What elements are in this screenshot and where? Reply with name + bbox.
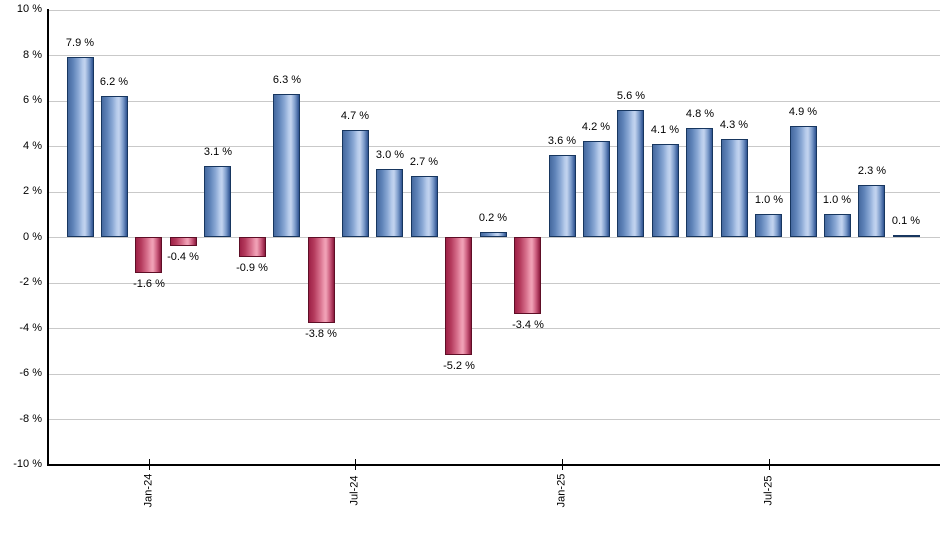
bar-value-label: 4.8 % xyxy=(685,108,715,120)
bar-Aug-24[interactable] xyxy=(376,169,403,237)
gridline-6 xyxy=(49,101,940,102)
bar-Feb-25[interactable] xyxy=(583,141,610,237)
bar-value-label: -0.4 % xyxy=(167,251,199,263)
x-tick-label-Jan-25: Jan-25 xyxy=(555,473,568,508)
x-tick-Jul-24 xyxy=(355,459,356,470)
x-tick-Jan-25 xyxy=(562,459,563,470)
gridline--6 xyxy=(49,374,940,375)
bar-value-label: 3.0 % xyxy=(375,149,405,161)
bar-value-label: -1.6 % xyxy=(133,278,165,290)
y-tick-label: -8 % xyxy=(19,413,42,425)
bar-value-label: 4.1 % xyxy=(650,124,680,136)
bar-value-label: -3.8 % xyxy=(305,328,337,340)
bar-value-label: 5.6 % xyxy=(616,90,646,102)
bar-Apr-24[interactable] xyxy=(239,237,266,257)
bar-Sep-25[interactable] xyxy=(824,214,851,237)
bar-Oct-25[interactable] xyxy=(858,185,885,237)
gridline-2 xyxy=(49,192,940,193)
y-tick-label: 10 % xyxy=(16,3,42,15)
bar-Jul-24[interactable] xyxy=(342,130,369,237)
bar-value-label: 2.7 % xyxy=(409,156,439,168)
bar-value-label: 0.1 % xyxy=(891,215,921,227)
bar-value-label: 6.2 % xyxy=(99,76,129,88)
bar-value-label: 1.0 % xyxy=(754,194,784,206)
bar-Jun-25[interactable] xyxy=(721,139,748,237)
y-tick-label: 2 % xyxy=(23,185,42,197)
bar-value-label: -0.9 % xyxy=(236,262,268,274)
bar-value-label: 3.1 % xyxy=(203,146,233,158)
gridline--2 xyxy=(49,283,940,284)
bar-value-label: 4.3 % xyxy=(719,119,749,131)
x-tick-Jul-25 xyxy=(769,459,770,470)
gridline-10 xyxy=(49,10,940,11)
y-tick-label: -10 % xyxy=(13,458,42,470)
x-tick-Jan-24 xyxy=(149,459,150,470)
x-tick-label-Jan-24: Jan-24 xyxy=(142,473,155,508)
bar-May-25[interactable] xyxy=(686,128,713,237)
bar-value-label: -5.2 % xyxy=(443,360,475,372)
bar-Jun-24[interactable] xyxy=(308,237,335,323)
bar-value-label: 7.9 % xyxy=(65,37,95,49)
bar-value-label: 6.3 % xyxy=(272,74,302,86)
bar-Dec-24[interactable] xyxy=(514,237,541,314)
bar-Mar-24[interactable] xyxy=(204,166,231,237)
gridline-0 xyxy=(49,237,940,238)
bar-Mar-25[interactable] xyxy=(617,110,644,237)
bar-value-label: -3.4 % xyxy=(512,319,544,331)
x-axis-line xyxy=(47,464,940,466)
bar-May-24[interactable] xyxy=(273,94,300,237)
gridline--8 xyxy=(49,419,940,420)
gridline-4 xyxy=(49,146,940,147)
bar-value-label: 2.3 % xyxy=(857,165,887,177)
bar-value-label: 3.6 % xyxy=(547,135,577,147)
bar-value-label: 4.7 % xyxy=(340,110,370,122)
y-tick-label: 0 % xyxy=(23,231,42,243)
bar-value-label: 4.9 % xyxy=(788,106,818,118)
bar-Jul-25[interactable] xyxy=(755,214,782,237)
y-tick-label: -6 % xyxy=(19,367,42,379)
bar-Apr-25[interactable] xyxy=(652,144,679,237)
x-tick-label-Jul-24: Jul-24 xyxy=(348,475,361,506)
bar-Nov-25[interactable] xyxy=(893,235,920,237)
bar-Nov-23[interactable] xyxy=(67,57,94,237)
y-tick-label: 6 % xyxy=(23,94,42,106)
bar-Nov-24[interactable] xyxy=(480,232,507,237)
bar-value-label: 1.0 % xyxy=(822,194,852,206)
bar-value-label: 4.2 % xyxy=(581,121,611,133)
bar-Feb-24[interactable] xyxy=(170,237,197,246)
bar-Sep-24[interactable] xyxy=(411,176,438,237)
bar-Aug-25[interactable] xyxy=(790,126,817,237)
y-axis-line xyxy=(47,9,49,466)
y-tick-label: -4 % xyxy=(19,322,42,334)
y-tick-label: 4 % xyxy=(23,140,42,152)
y-tick-label: 8 % xyxy=(23,49,42,61)
bar-Dec-23[interactable] xyxy=(101,96,128,237)
y-tick-label: -2 % xyxy=(19,276,42,288)
gridline-8 xyxy=(49,55,940,56)
bar-Jan-25[interactable] xyxy=(549,155,576,237)
bar-Jan-24[interactable] xyxy=(135,237,162,273)
gridline--4 xyxy=(49,328,940,329)
x-tick-label-Jul-25: Jul-25 xyxy=(762,475,775,506)
bar-Oct-24[interactable] xyxy=(445,237,472,355)
bar-value-label: 0.2 % xyxy=(478,212,508,224)
